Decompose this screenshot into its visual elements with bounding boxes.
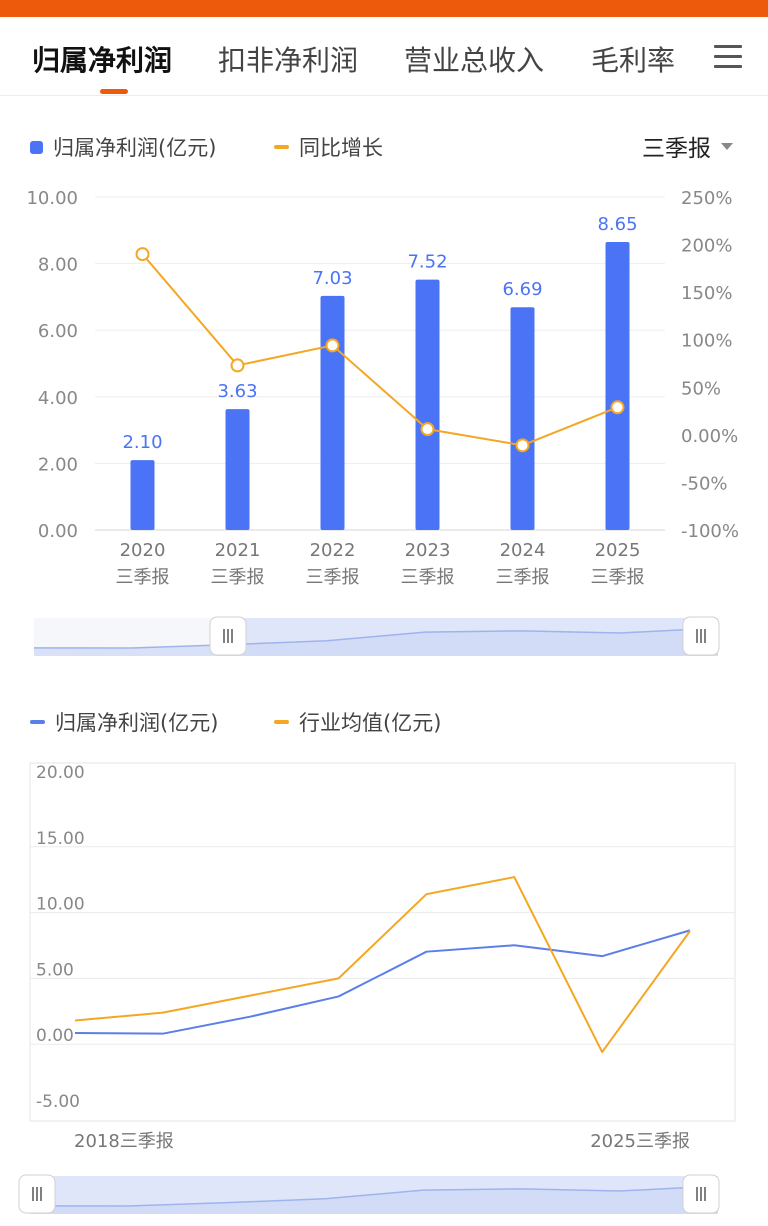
x-tick-sublabel: 三季报 <box>306 567 360 588</box>
y2-tick-label: 0.00% <box>681 426 738 447</box>
y-tick-label: 10.00 <box>26 188 78 209</box>
plot-frame <box>29 762 736 1122</box>
period-label: 三季报 <box>642 136 711 162</box>
bar[interactable] <box>605 241 630 530</box>
slider-handle[interactable] <box>682 1174 720 1214</box>
x-tick-label: 2020 <box>120 540 166 561</box>
comparison-line-chart: -5.00 0.00 5.00 10.00 15.00 20.00 2018三季报 2025三… <box>29 762 736 1152</box>
tab-gross-margin[interactable]: 毛利率 <box>591 44 676 77</box>
y-tick-label: 8.00 <box>38 255 78 276</box>
top-accent-bar <box>0 0 768 17</box>
y-tick-label: 10.00 <box>36 895 85 915</box>
yoy-point[interactable] <box>515 438 530 453</box>
legend-line-icon <box>274 145 289 149</box>
slider-handle[interactable] <box>682 616 720 656</box>
legend-net-profit[interactable]: 归属净利润(亿元) <box>30 707 218 737</box>
bar-value-label: 7.03 <box>312 268 352 289</box>
bar-value-label: 3.63 <box>217 381 257 402</box>
slider-line <box>33 627 719 649</box>
bar-value-label: 7.52 <box>407 252 447 273</box>
chart2-legend: 归属净利润(亿元) 行业均值(亿元) <box>30 707 530 737</box>
legend-label: 行业均值(亿元) <box>299 711 442 735</box>
y-tick-label: 4.00 <box>38 388 78 409</box>
x-tick-sublabel: 三季报 <box>401 567 455 588</box>
bar[interactable] <box>510 307 535 530</box>
series-line <box>74 876 691 1054</box>
y2-tick-label: 250% <box>681 188 732 209</box>
yoy-point[interactable] <box>610 400 625 415</box>
y-tick-label: 0.00 <box>38 521 78 542</box>
period-selector[interactable]: 三季报 <box>642 129 733 163</box>
y-tick-label: 2.00 <box>38 454 78 475</box>
legend-label: 同比增长 <box>299 136 383 160</box>
y-tick-label: 5.00 <box>36 960 74 980</box>
yoy-point[interactable] <box>135 247 150 262</box>
x-tick-label: 2024 <box>500 540 546 561</box>
bar-value-label: 8.65 <box>597 214 637 235</box>
y2-tick-label: -100% <box>681 521 739 542</box>
yoy-point[interactable] <box>420 422 435 437</box>
tab-net-profit[interactable]: 归属净利润 <box>32 44 173 77</box>
tab-total-revenue[interactable]: 营业总收入 <box>404 44 545 77</box>
y2-tick-label: 200% <box>681 236 732 257</box>
x-tick-sublabel: 三季报 <box>496 567 550 588</box>
y2-tick-label: 100% <box>681 331 732 352</box>
legend-industry-average[interactable]: 行业均值(亿元) <box>274 707 441 737</box>
yoy-point[interactable] <box>325 338 340 353</box>
y2-tick-label: 50% <box>681 378 721 399</box>
legend-yoy-growth[interactable]: 同比增长 <box>274 132 383 162</box>
x-tick-sublabel: 三季报 <box>211 567 265 588</box>
bar-line-chart: 0.00 2.00 4.00 6.00 8.00 10.00 -100% -50% 0.00% 5… <box>26 188 739 588</box>
range-slider-top[interactable] <box>0 612 768 662</box>
x-tick-label: 2022 <box>310 540 356 561</box>
chart1-legend: 归属净利润(亿元) 同比增长 <box>30 132 430 162</box>
legend-label: 归属净利润(亿元) <box>53 136 217 160</box>
slider-handle[interactable] <box>18 1174 56 1214</box>
y-tick-label: -5.00 <box>36 1092 80 1112</box>
active-tab-indicator <box>100 89 128 94</box>
bar[interactable] <box>225 409 250 530</box>
x-tick-label: 2021 <box>215 540 261 561</box>
bar[interactable] <box>320 295 345 530</box>
x-tick-sublabel: 三季报 <box>591 567 645 588</box>
legend-net-profit[interactable]: 归属净利润(亿元) <box>30 132 216 162</box>
bar-value-label: 2.10 <box>122 432 162 453</box>
legend-line-icon <box>30 720 45 724</box>
bar-value-label: 6.69 <box>502 279 542 300</box>
y-tick-label: 15.00 <box>36 829 85 849</box>
series-line <box>74 929 691 1035</box>
y-tick-label: 6.00 <box>38 321 78 342</box>
legend-square-icon <box>30 140 43 154</box>
tab-deducted-net-profit[interactable]: 扣非净利润 <box>218 44 359 77</box>
hamburger-menu-icon[interactable] <box>714 45 742 69</box>
yoy-growth-line <box>141 253 618 447</box>
x-start-label: 2018三季报 <box>74 1131 174 1152</box>
range-slider-bottom[interactable] <box>0 1170 768 1220</box>
legend-line-icon <box>274 720 289 724</box>
bar[interactable] <box>130 460 155 530</box>
legend-label: 归属净利润(亿元) <box>55 711 219 735</box>
x-tick-label: 2023 <box>405 540 451 561</box>
slider-line <box>29 1185 719 1207</box>
x-end-label: 2025三季报 <box>590 1131 690 1152</box>
yoy-point[interactable] <box>230 358 245 373</box>
tab-bar: 归属净利润 扣非净利润 营业总收入 毛利率 <box>0 17 768 96</box>
x-tick-label: 2025 <box>595 540 641 561</box>
x-tick-sublabel: 三季报 <box>116 567 170 588</box>
caret-down-icon <box>721 142 733 150</box>
y2-tick-label: -50% <box>681 473 728 494</box>
slider-handle[interactable] <box>209 616 247 656</box>
slider-area <box>30 1186 718 1214</box>
bar[interactable] <box>415 279 440 530</box>
y2-tick-label: 150% <box>681 283 732 304</box>
y-tick-label: 0.00 <box>36 1026 74 1046</box>
y-tick-label: 20.00 <box>36 763 85 783</box>
slider-area <box>34 628 718 656</box>
